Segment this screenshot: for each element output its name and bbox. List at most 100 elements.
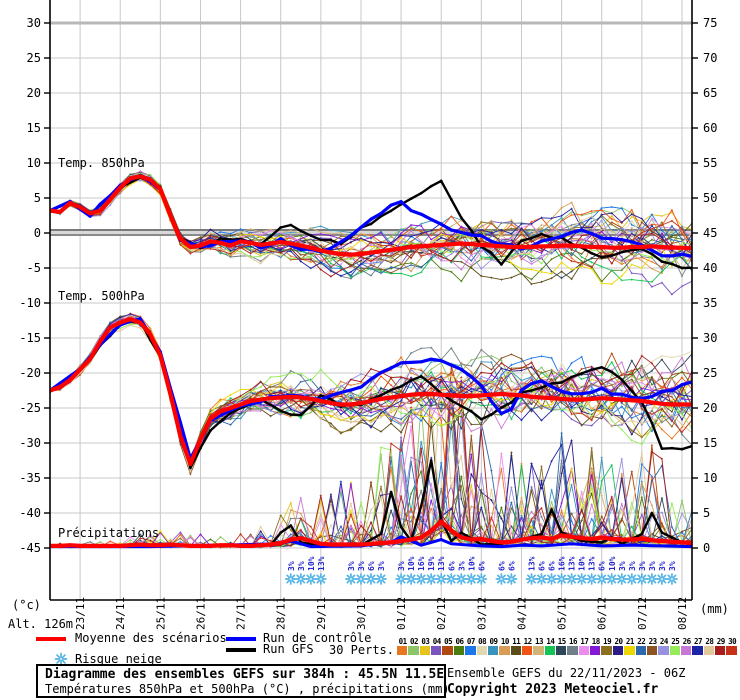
svg-text:27/11: 27/11 [235,597,248,630]
svg-text:15: 15 [27,121,41,135]
title-box: Diagramme des ensembles GEFS sur 384h : … [36,664,450,698]
svg-text:19%: 19% [427,556,436,571]
perturbation-swatch [612,646,624,655]
svg-text:3%: 3% [638,561,647,571]
perturbation-number: 02 [410,637,419,646]
svg-text:30: 30 [703,331,717,345]
svg-text:5: 5 [703,506,710,520]
svg-text:13%: 13% [588,556,597,571]
svg-text:28/11: 28/11 [275,597,288,630]
perturbation-number: 30 [728,637,737,646]
perturbation-number: 11 [512,637,521,646]
perturbation-number: 01 [398,637,408,646]
svg-text:16%: 16% [417,556,426,571]
svg-text:Temp. 850hPa: Temp. 850hPa [58,156,145,170]
perturbation-swatch [431,646,442,655]
svg-text:10%: 10% [608,556,617,571]
legend-mean-swatch [36,637,66,641]
svg-text:3%: 3% [457,561,466,571]
perturbation-number: 25 [671,637,680,646]
perturbation-number: 10 [500,637,510,646]
svg-text:03/12: 03/12 [475,597,488,630]
perturbation-swatch [715,646,726,655]
svg-text:70: 70 [703,51,717,65]
perturbation-swatch [397,646,408,655]
perturbation-swatch [408,646,419,655]
svg-text:75: 75 [703,16,717,30]
svg-text:23/11: 23/11 [74,597,87,630]
svg-text:15: 15 [703,436,717,450]
perturbation-swatch [680,646,692,655]
perturbation-swatch [658,646,669,655]
svg-text:06/12: 06/12 [596,597,609,630]
svg-text:6%: 6% [497,561,506,571]
perturbation-swatch [726,646,737,655]
perturbation-number: 23 [648,637,658,646]
perturbation-swatch [703,646,715,655]
svg-text:-30: -30 [19,436,41,450]
svg-text:20: 20 [27,86,41,100]
svg-text:08/12: 08/12 [676,597,689,630]
svg-text:(°c): (°c) [12,598,41,612]
svg-text:60: 60 [703,121,717,135]
perturbation-swatch [465,646,476,655]
svg-text:3%: 3% [357,561,366,571]
legend-control-swatch [226,637,256,641]
perturbation-number: 21 [625,637,635,646]
perturbation-swatch [453,646,465,655]
series-group [50,170,692,549]
perturbation-number: 05 [444,637,453,646]
svg-text:16%: 16% [558,556,567,571]
svg-text:-20: -20 [19,366,41,380]
svg-text:3%: 3% [347,561,356,571]
snowflake-icon [54,652,68,666]
perturbation-swatch [646,646,658,655]
perturbation-swatch [442,646,453,655]
legend-mean-label: Moyenne des scénarios [75,631,227,645]
perturbation-number: 07 [466,637,476,646]
svg-text:-25: -25 [19,401,41,415]
svg-text:02/12: 02/12 [435,597,448,630]
svg-text:29/11: 29/11 [315,597,328,630]
svg-text:6%: 6% [447,561,456,571]
svg-text:3%: 3% [397,561,406,571]
svg-text:3%: 3% [377,561,386,571]
perturbation-number: 20 [614,637,623,646]
perturbation-swatch [476,646,487,655]
grid [50,0,692,600]
svg-text:3%: 3% [668,561,677,571]
svg-text:40: 40 [703,261,717,275]
svg-text:3%: 3% [287,561,296,571]
svg-text:10%: 10% [578,556,587,571]
perturbation-number: 15 [557,637,567,646]
perturbation-number: 14 [546,637,555,646]
svg-text:50: 50 [703,191,717,205]
perturbation-number: 08 [478,637,487,646]
svg-text:3%: 3% [618,561,627,571]
svg-text:6%: 6% [367,561,376,571]
svg-text:0: 0 [34,226,41,240]
legend-perts-label: 30 Perts. [328,643,394,657]
svg-text:13%: 13% [437,556,446,571]
perturbation-number: 26 [682,637,692,646]
svg-text:-10: -10 [19,296,41,310]
perturbation-number: 27 [694,637,703,646]
perturbation-number: 13 [534,637,544,646]
svg-text:Temp. 500hPa: Temp. 500hPa [58,289,145,303]
svg-text:-40: -40 [19,506,41,520]
legend-gfs-label: Run GFS [263,642,314,656]
svg-text:30: 30 [27,16,41,30]
svg-text:3%: 3% [648,561,657,571]
perturbation-number: 24 [659,637,669,646]
svg-text:6%: 6% [477,561,486,571]
snow-risk-band: 3% 3% 10% 13% 3% 3% 6% 3% 3% 10% 16% 19% 13% 6% 3% 10% 6… [284,556,678,585]
svg-text:30/11: 30/11 [355,597,368,630]
svg-text:35: 35 [703,296,717,310]
perturbation-swatch [521,646,533,655]
perturbation-number: 04 [432,637,442,646]
svg-text:45: 45 [703,226,717,240]
svg-text:Précipitations: Précipitations [58,526,159,540]
svg-text:04/12: 04/12 [515,597,528,630]
perturbation-swatch [601,646,612,655]
